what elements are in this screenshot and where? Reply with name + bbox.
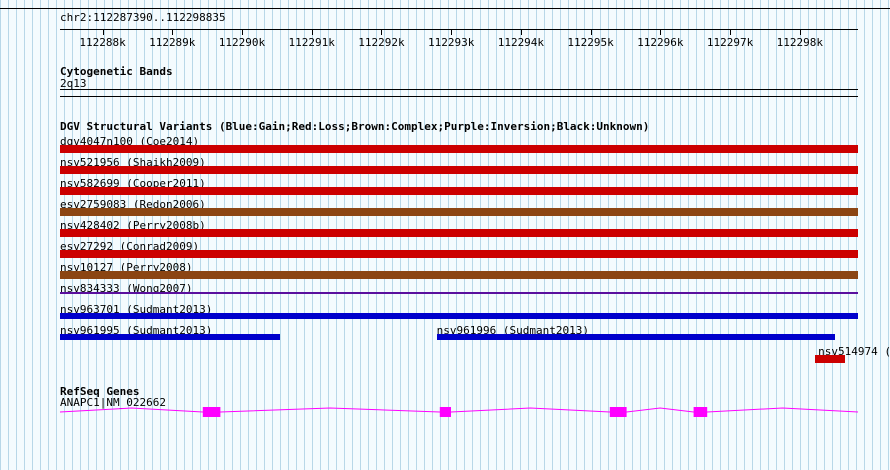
gene-model-glyph[interactable] — [59, 402, 859, 422]
cytoband-2q13-glyph — [60, 89, 858, 97]
variant-label[interactable]: nsv514974 (C — [818, 345, 890, 358]
variant-label[interactable]: nsv961995 (Sudmant2013) — [60, 324, 213, 337]
track-row: nsv428402 (Perry2008b) — [60, 220, 858, 241]
ruler-tick-label: 112288k — [79, 36, 126, 49]
variant-bar[interactable] — [60, 271, 858, 279]
variant-label[interactable]: dgv4047n100 (Coe2014) — [60, 135, 200, 148]
variant-bar[interactable] — [60, 229, 858, 237]
variant-label[interactable]: esv2759083 (Redon2006) — [60, 198, 206, 211]
variant-bar[interactable] — [436, 334, 835, 340]
variant-label[interactable]: nsv963701 (Sudmant2013) — [60, 303, 213, 316]
ruler-tick-label: 112289k — [149, 36, 196, 49]
track-row: nsv963701 (Sudmant2013) — [60, 304, 858, 325]
ruler-tick-label: 112297k — [706, 36, 754, 49]
ruler-tick-label: 112296k — [637, 36, 684, 49]
cytogenetic-bands-heading: Cytogenetic Bands — [60, 65, 173, 78]
ruler-tick — [590, 29, 592, 35]
ruler-tick — [520, 29, 522, 35]
ruler-tick — [730, 29, 732, 35]
track-row: nsv834333 (Wong2007) — [60, 283, 858, 304]
variant-bar[interactable] — [60, 250, 858, 258]
track-row: nsv521956 (Shaikh2009) — [60, 157, 858, 178]
gene-name-label[interactable]: ANAPC1|NM_022662 — [60, 396, 166, 409]
variant-label[interactable]: esv27292 (Conrad2009) — [60, 240, 200, 253]
variant-label[interactable]: nsv961996 (Sudmant2013) — [436, 324, 589, 337]
dgv-variant-tracks: dgv4047n100 (Coe2014) nsv521956 (Shaikh20… — [60, 136, 890, 367]
gene-exon[interactable] — [693, 407, 708, 417]
track-row: dgv4047n100 (Coe2014) — [60, 136, 858, 157]
gene-exon[interactable] — [439, 407, 451, 417]
variant-bar[interactable] — [60, 145, 858, 153]
cytoband-name: 2q13 — [60, 77, 87, 90]
variant-bar[interactable] — [814, 355, 846, 363]
variant-label[interactable]: nsv428402 (Perry2008b) — [60, 219, 206, 232]
ruler-tick-label: 112291k — [288, 36, 335, 49]
ruler-tick-label: 112298k — [776, 36, 823, 49]
top-divider-line — [0, 8, 890, 9]
ruler-tick-label: 112294k — [497, 36, 545, 49]
variant-label[interactable]: nsv521956 (Shaikh2009) — [60, 156, 206, 169]
gene-intron-line — [59, 407, 859, 413]
dgv-variants-heading: DGV Structural Variants (Blue:Gain;Red:L… — [60, 120, 650, 133]
track-row: esv27292 (Conrad2009) — [60, 241, 858, 262]
ruler-tick — [311, 29, 313, 35]
coordinate-ruler: 112288k 112289k 112290k 112291k 112292k 11229… — [60, 29, 858, 51]
variant-bar[interactable] — [60, 334, 281, 340]
region-coordinates: chr2:112287390..112298835 — [60, 11, 226, 24]
track-row: esv2759083 (Redon2006) — [60, 199, 858, 220]
variant-bar[interactable] — [60, 313, 858, 319]
variant-bar[interactable] — [60, 187, 858, 195]
ruler-tick-label: 112295k — [567, 36, 614, 49]
ruler-axis-line — [60, 29, 858, 30]
track-row: nsv961995 (Sudmant2013) nsv961996 (Sudman… — [60, 325, 858, 346]
ruler-tick — [241, 29, 243, 35]
gene-exon[interactable] — [202, 407, 221, 417]
variant-label[interactable]: nsv834333 (Wong2007) — [60, 282, 193, 295]
ruler-tick — [799, 29, 801, 35]
variant-bar[interactable] — [60, 292, 858, 294]
track-row: nsv514974 (C — [60, 346, 890, 367]
ruler-tick-label: 112290k — [218, 36, 266, 49]
ruler-tick — [381, 29, 383, 35]
refseq-genes-heading: RefSeq Genes — [60, 385, 140, 398]
variant-bar[interactable] — [60, 166, 858, 174]
ruler-tick-label: 112292k — [358, 36, 405, 49]
ruler-tick-label: 112293k — [427, 36, 475, 49]
ruler-tick — [451, 29, 453, 35]
variant-label[interactable]: nsv10127 (Perry2008) — [60, 261, 193, 274]
ruler-tick — [660, 29, 662, 35]
ruler-tick — [172, 29, 174, 35]
variant-label[interactable]: nsv582699 (Cooper2011) — [60, 177, 206, 190]
track-row: nsv582699 (Cooper2011) — [60, 178, 858, 199]
ruler-tick — [102, 29, 104, 35]
track-row: nsv10127 (Perry2008) — [60, 262, 858, 283]
variant-bar[interactable] — [60, 208, 858, 216]
gene-exon[interactable] — [609, 407, 627, 417]
